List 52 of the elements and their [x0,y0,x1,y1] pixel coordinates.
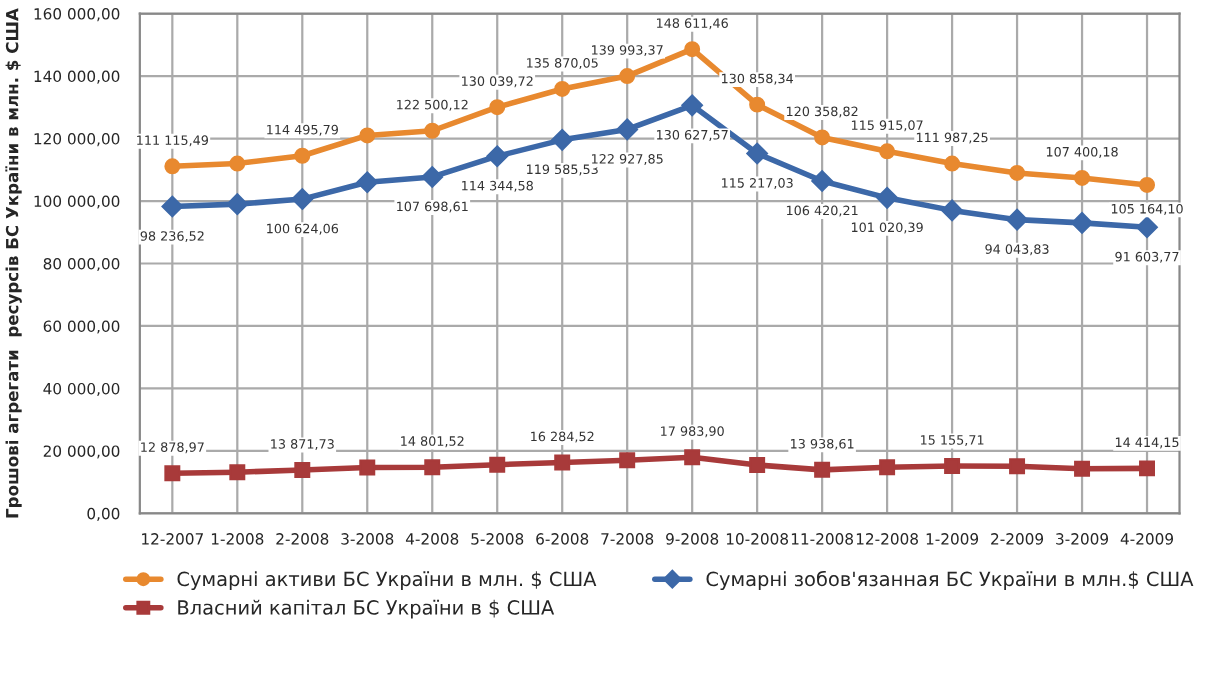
point [1136,216,1158,239]
point [1074,460,1091,477]
point [291,188,314,210]
point [164,465,181,482]
point [811,170,833,192]
point [1139,460,1156,477]
point [489,456,506,473]
point [944,155,961,172]
point [684,41,701,58]
point [359,127,376,144]
point [944,458,961,475]
point [229,464,246,481]
y-axis-title: Грошові агрегати ресурсів БС України в млн. $ США [5,8,22,518]
point [1009,164,1026,181]
point [749,457,766,473]
point [554,80,571,97]
point [294,147,311,164]
point [879,143,896,160]
point [684,449,701,466]
point [161,195,184,218]
point [486,145,509,168]
point [489,99,506,116]
point [746,142,769,165]
point [1006,208,1028,231]
point [681,94,704,117]
point [294,462,311,479]
point [814,129,831,146]
point [879,459,896,476]
point [749,96,766,113]
point [551,128,574,151]
point [616,118,639,141]
point [814,461,831,478]
point [1074,169,1091,186]
point [424,122,441,139]
point [356,171,379,194]
legend-label: Сумарні зобов'язанная БС України в млн.$ США [706,570,1194,591]
legend-label: Власний капітал БС України в $ США [178,599,555,619]
point [164,158,181,175]
point [1009,458,1026,475]
legend-label: Сумарні активи БС України в млн. $ США [177,571,597,591]
point [1139,176,1156,193]
point [424,459,441,476]
point [941,199,963,222]
point [229,155,246,172]
point [359,459,376,476]
point [421,166,444,188]
point [1071,212,1093,234]
point [226,193,249,216]
point [619,68,636,85]
point [554,454,571,471]
point [876,186,898,209]
point [619,452,636,469]
